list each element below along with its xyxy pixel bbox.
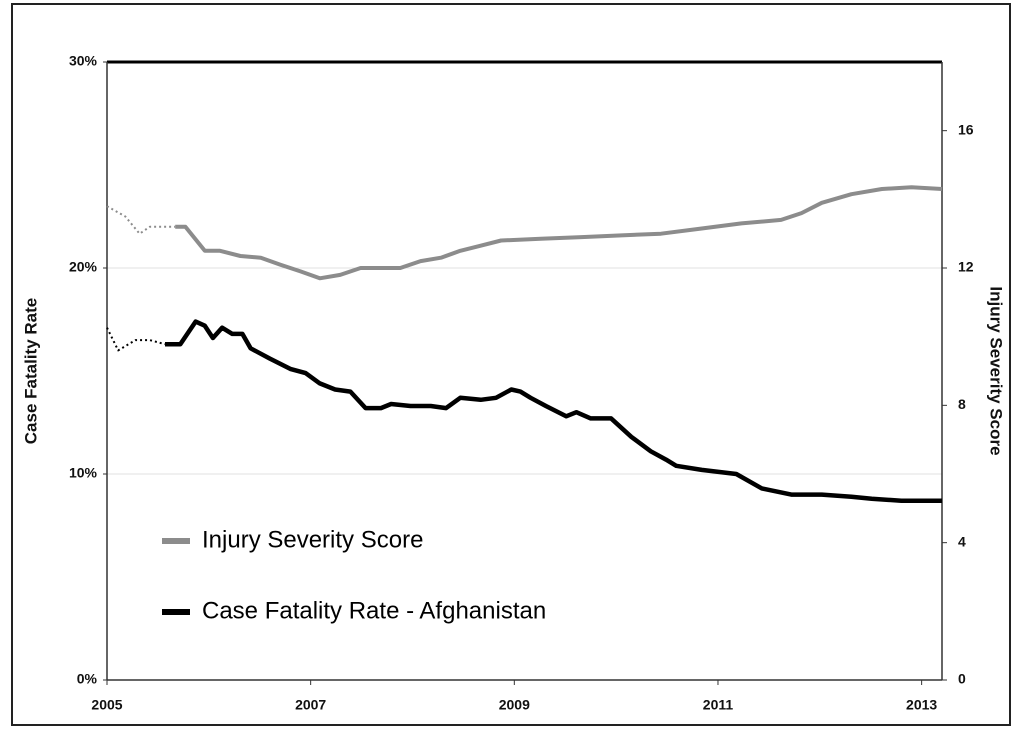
- legend-label: Injury Severity Score: [202, 526, 423, 553]
- y-tick-label: 20%: [69, 259, 98, 275]
- series-line: [175, 185, 943, 281]
- y2-tick-label: 4: [958, 533, 966, 549]
- y2-tick-label: 12: [958, 259, 974, 275]
- series-line-dotted: [106, 327, 166, 352]
- y2-axis-title: Injury Severity Score: [987, 286, 1006, 455]
- x-tick-label: 2009: [499, 697, 530, 713]
- x-tick-label: 2011: [703, 697, 734, 713]
- y-tick-label: 10%: [69, 465, 98, 481]
- y2-tick-label: 16: [958, 121, 974, 137]
- legend-label: Case Fatality Rate - Afghanistan: [202, 597, 546, 624]
- y-tick-label: 30%: [69, 53, 98, 69]
- x-tick-label: 2005: [91, 697, 122, 713]
- x-tick-label: 2007: [295, 697, 326, 713]
- frame: [11, 3, 1011, 726]
- y2-tick-label: 8: [958, 396, 966, 412]
- y-tick-label: 0%: [77, 671, 98, 687]
- y2-tick-label: 0: [958, 671, 966, 687]
- series-line: [165, 319, 942, 504]
- y-axis-title: Case Fatality Rate: [21, 298, 40, 444]
- x-tick-label: 2013: [906, 697, 937, 713]
